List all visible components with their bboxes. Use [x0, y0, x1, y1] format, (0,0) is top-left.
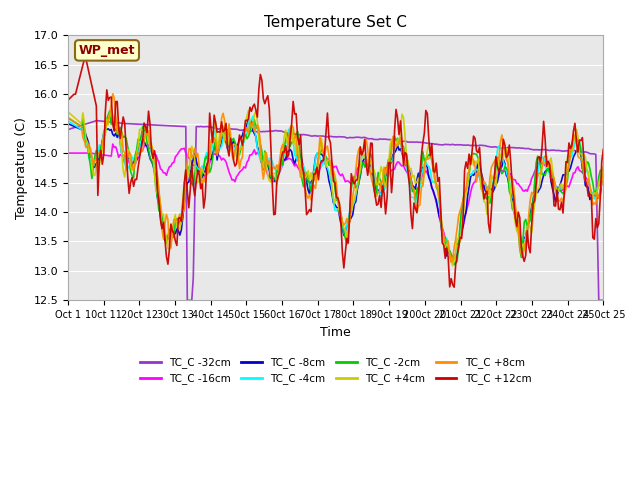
TC_C -32cm — [301, 132, 309, 138]
TC_C -4cm — [242, 132, 250, 138]
TC_C -16cm — [64, 150, 72, 156]
TC_C +4cm — [64, 109, 72, 115]
TC_C +4cm — [449, 263, 456, 268]
TC_C +8cm — [300, 168, 307, 173]
TC_C +12cm — [573, 138, 580, 144]
TC_C -4cm — [64, 118, 72, 123]
TC_C -8cm — [242, 128, 250, 133]
TC_C -8cm — [252, 134, 260, 140]
Text: WP_met: WP_met — [79, 44, 135, 57]
TC_C -8cm — [244, 117, 252, 123]
TC_C -8cm — [447, 258, 455, 264]
TC_C -16cm — [451, 253, 458, 259]
TC_C +8cm — [64, 115, 72, 120]
Line: TC_C -2cm: TC_C -2cm — [68, 111, 604, 264]
TC_C +8cm — [225, 121, 233, 127]
TC_C -8cm — [64, 121, 72, 127]
Line: TC_C +4cm: TC_C +4cm — [68, 110, 604, 265]
TC_C -32cm — [64, 127, 72, 132]
TC_C -2cm — [225, 129, 233, 135]
Line: TC_C -4cm: TC_C -4cm — [68, 116, 604, 261]
TC_C -32cm — [573, 148, 580, 154]
TC_C -32cm — [184, 298, 191, 303]
TC_C -16cm — [131, 161, 139, 167]
Line: TC_C +8cm: TC_C +8cm — [68, 94, 604, 262]
TC_C -4cm — [300, 163, 307, 168]
TC_C +8cm — [600, 164, 607, 169]
TC_C -32cm — [131, 121, 139, 127]
TC_C +12cm — [300, 170, 307, 176]
TC_C -2cm — [243, 136, 251, 142]
TC_C -8cm — [130, 158, 138, 164]
TC_C +12cm — [131, 177, 139, 182]
TC_C -4cm — [573, 138, 580, 144]
TC_C -32cm — [244, 128, 252, 134]
TC_C -16cm — [300, 170, 307, 176]
TC_C -32cm — [227, 126, 234, 132]
TC_C -8cm — [300, 167, 307, 173]
TC_C -2cm — [573, 133, 580, 139]
TC_C -8cm — [600, 172, 607, 178]
TC_C -2cm — [600, 167, 607, 172]
TC_C +4cm — [600, 175, 607, 180]
TC_C -8cm — [224, 145, 232, 151]
TC_C +8cm — [447, 259, 455, 265]
TC_C +8cm — [573, 141, 580, 147]
TC_C -8cm — [573, 148, 580, 154]
TC_C +4cm — [244, 108, 252, 113]
TC_C +4cm — [242, 120, 250, 126]
TC_C -2cm — [131, 152, 139, 158]
Title: Temperature Set C: Temperature Set C — [264, 15, 407, 30]
TC_C +4cm — [130, 161, 138, 167]
TC_C -4cm — [449, 258, 456, 264]
Line: TC_C +12cm: TC_C +12cm — [68, 59, 604, 287]
TC_C -16cm — [243, 159, 251, 165]
TC_C -4cm — [249, 113, 257, 119]
TC_C -2cm — [64, 115, 72, 120]
Line: TC_C -8cm: TC_C -8cm — [68, 120, 604, 261]
TC_C +4cm — [224, 144, 232, 150]
TC_C +12cm — [252, 107, 260, 113]
TC_C +12cm — [243, 118, 251, 123]
TC_C -32cm — [600, 298, 607, 303]
TC_C +12cm — [225, 153, 233, 159]
Legend: TC_C -32cm, TC_C -16cm, TC_C -8cm, TC_C -4cm, TC_C -2cm, TC_C +4cm, TC_C +8cm, T: TC_C -32cm, TC_C -16cm, TC_C -8cm, TC_C … — [136, 353, 536, 389]
TC_C -32cm — [253, 129, 261, 134]
TC_C -16cm — [109, 141, 116, 147]
TC_C +8cm — [243, 125, 251, 131]
TC_C -4cm — [224, 131, 232, 137]
TC_C +8cm — [131, 161, 139, 167]
TC_C -2cm — [252, 126, 260, 132]
TC_C -16cm — [225, 169, 233, 175]
TC_C +12cm — [81, 56, 88, 62]
TC_C -4cm — [252, 134, 260, 140]
TC_C +4cm — [252, 108, 260, 114]
TC_C +8cm — [252, 123, 260, 129]
TC_C -2cm — [300, 184, 307, 190]
TC_C -16cm — [600, 172, 607, 178]
TC_C -16cm — [573, 166, 580, 172]
TC_C -2cm — [106, 108, 114, 114]
TC_C +12cm — [451, 284, 458, 290]
TC_C -2cm — [451, 262, 458, 267]
TC_C +8cm — [109, 91, 116, 96]
TC_C +12cm — [64, 97, 72, 103]
TC_C +12cm — [600, 146, 607, 152]
TC_C -16cm — [252, 152, 260, 157]
Y-axis label: Temperature (C): Temperature (C) — [15, 117, 28, 219]
TC_C -4cm — [600, 165, 607, 171]
TC_C -4cm — [130, 156, 138, 162]
Line: TC_C -32cm: TC_C -32cm — [68, 120, 604, 300]
TC_C +4cm — [573, 126, 580, 132]
Line: TC_C -16cm: TC_C -16cm — [68, 144, 604, 256]
TC_C -32cm — [93, 118, 100, 123]
X-axis label: Time: Time — [320, 325, 351, 338]
TC_C +4cm — [300, 176, 307, 181]
